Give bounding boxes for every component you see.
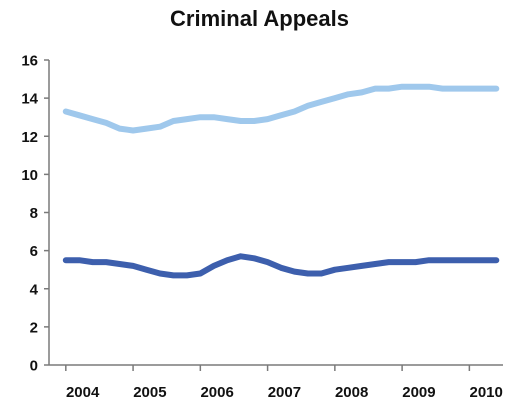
y-tick-label: 6	[30, 243, 38, 260]
y-tick-label: 10	[21, 167, 38, 184]
x-tick-label: 2004	[66, 384, 100, 401]
series-1-line	[62, 83, 500, 134]
chart-title: Criminal Appeals	[170, 6, 349, 31]
x-tick-label: 2007	[268, 384, 301, 401]
y-tick-label: 2	[30, 319, 38, 336]
x-tick-label: 2008	[335, 384, 368, 401]
series-2-line	[62, 253, 500, 279]
x-tick-label: 2005	[133, 384, 166, 401]
x-tick-label: 2009	[402, 384, 435, 401]
y-tick-label: 14	[21, 91, 38, 108]
x-tick-label: 2010	[469, 384, 502, 401]
axes	[48, 60, 503, 366]
y-axis-ticks: 0 2 4 6 8 10 12 14 16	[21, 53, 49, 375]
y-tick-label: 0	[30, 358, 38, 375]
x-tick-label: 2006	[200, 384, 233, 401]
y-tick-label: 8	[30, 205, 38, 222]
x-axis-ticks: 2004 2005 2006 2007 2008 2009 2010	[65, 365, 503, 401]
y-tick-label: 12	[21, 129, 38, 146]
y-tick-label: 16	[21, 53, 38, 70]
series-lines	[62, 83, 500, 279]
y-tick-label: 4	[30, 281, 39, 298]
